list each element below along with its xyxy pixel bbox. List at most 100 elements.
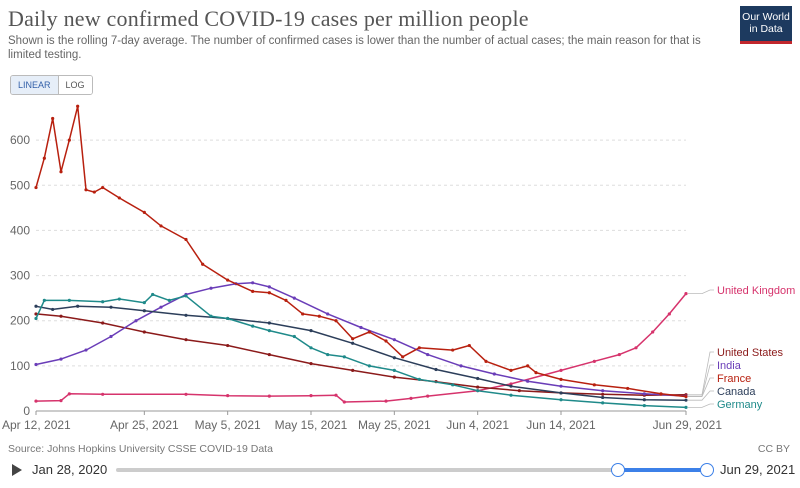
data-point [426, 352, 430, 357]
data-point [651, 330, 655, 334]
data-point [317, 314, 321, 318]
data-point [509, 384, 513, 388]
data-point [334, 319, 338, 323]
data-point [367, 330, 371, 334]
series-line-france[interactable] [35, 105, 687, 398]
data-point [492, 372, 496, 376]
data-point [209, 314, 213, 318]
series-label-united-states[interactable]: United States [717, 347, 784, 359]
label-connector [688, 403, 714, 408]
data-point [659, 392, 663, 396]
data-point [684, 292, 688, 296]
data-point [292, 296, 296, 300]
data-point [392, 368, 396, 372]
data-point [509, 393, 513, 397]
x-tick-label: Apr 25, 2021 [110, 418, 179, 432]
data-point [459, 364, 463, 368]
logo-line-1: Our World [742, 11, 790, 23]
data-point [59, 170, 63, 174]
series-label-germany[interactable]: Germany [717, 399, 763, 411]
y-tick-label: 500 [10, 178, 30, 192]
series-line-germany[interactable] [35, 293, 687, 409]
data-point [642, 392, 646, 396]
data-point [84, 188, 88, 192]
data-point [592, 383, 596, 387]
series-label-france[interactable]: France [717, 373, 751, 385]
data-point [59, 314, 63, 318]
data-point [509, 368, 513, 372]
data-point [601, 392, 605, 396]
timeline: Jan 28, 2020 Jun 29, 2021 [0, 458, 800, 484]
x-tick-label: May 25, 2021 [358, 418, 431, 432]
data-point [351, 337, 355, 341]
license-link[interactable]: CC BY [757, 443, 790, 455]
x-axis: Apr 12, 2021 Apr 25, 2021 May 5, 2021 May 1… [2, 411, 722, 432]
timeline-start-label: Jan 28, 2020 [32, 462, 108, 477]
grid: 0 100 200 300 400 500 600 [10, 133, 686, 418]
label-connector [688, 390, 714, 401]
data-point [509, 382, 513, 386]
series-label-united-kingdom[interactable]: United Kingdom [717, 285, 795, 297]
data-point [342, 355, 346, 359]
data-point [559, 398, 563, 402]
data-point [101, 392, 105, 396]
data-point [559, 368, 563, 372]
data-point [34, 304, 38, 308]
data-point [451, 348, 455, 352]
x-tick-label: Jun 4, 2021 [446, 418, 509, 432]
data-point [451, 383, 455, 387]
data-point [392, 338, 396, 342]
label-connector [688, 364, 714, 397]
series-line-united-kingdom[interactable] [35, 293, 687, 403]
data-point [301, 312, 305, 316]
x-tick-label: Jun 14, 2021 [526, 418, 596, 432]
data-point [251, 289, 255, 293]
data-point [409, 396, 413, 400]
data-point [326, 352, 330, 357]
data-point [392, 356, 396, 360]
source-note[interactable]: Source: Johns Hopkins University CSSE CO… [8, 443, 273, 455]
data-point [309, 394, 313, 398]
log-scale-button[interactable]: LOG [58, 76, 92, 94]
owid-logo[interactable]: Our World in Data [740, 6, 792, 44]
data-point [34, 362, 38, 367]
timeline-track[interactable] [116, 468, 708, 472]
data-point [392, 375, 396, 379]
data-point [34, 399, 38, 403]
data-point [384, 339, 388, 343]
data-point [526, 379, 530, 383]
series-line-india[interactable] [35, 282, 687, 397]
y-tick-label: 200 [10, 314, 30, 328]
data-point [117, 196, 121, 200]
data-point [184, 392, 188, 396]
data-point [534, 371, 538, 375]
chart-title: Daily new confirmed COVID-19 cases per m… [8, 6, 529, 31]
play-icon[interactable] [12, 464, 22, 476]
y-tick-label: 300 [10, 269, 30, 283]
data-point [92, 190, 96, 194]
data-point [559, 391, 563, 395]
data-point [417, 346, 421, 350]
data-point [142, 309, 146, 313]
data-point [67, 138, 71, 142]
data-point [76, 304, 80, 308]
label-connector [688, 351, 714, 396]
data-point [351, 368, 355, 372]
data-point [476, 376, 480, 381]
linear-scale-button[interactable]: LINEAR [11, 76, 59, 94]
data-point [34, 316, 38, 321]
data-point [209, 286, 213, 290]
series-label-india[interactable]: India [717, 360, 742, 372]
x-tick-label: Jun 29, 2021 [653, 418, 723, 432]
data-point [226, 278, 230, 282]
timeline-start-handle[interactable] [611, 463, 625, 477]
series-line-canada[interactable] [35, 305, 687, 401]
series-label-canada[interactable]: Canada [717, 386, 756, 398]
y-tick-label: 0 [23, 404, 30, 418]
data-point [351, 341, 355, 345]
data-point [517, 389, 521, 393]
data-point [267, 285, 271, 289]
data-point [226, 394, 230, 398]
timeline-end-handle[interactable] [700, 463, 714, 477]
timeline-end-label: Jun 29, 2021 [720, 462, 796, 477]
